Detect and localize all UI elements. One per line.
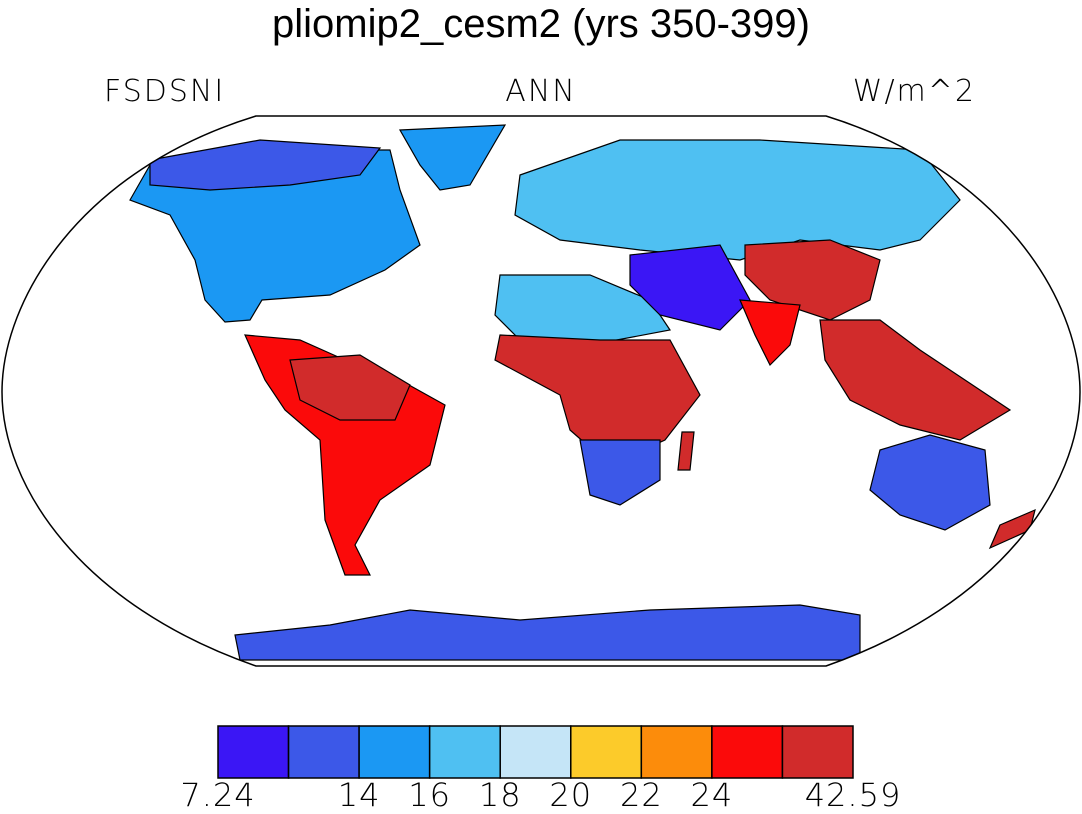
region-south-asia	[739, 299, 801, 367]
colorbar-box	[781, 725, 854, 779]
colorbar-box	[287, 725, 360, 779]
colorbar-tick-label: 14	[337, 776, 381, 814]
colorbar-tick-label: 42.59	[804, 776, 902, 814]
colorbar-tick-label: 24	[690, 776, 734, 814]
map-border	[1, 115, 1081, 667]
region-africa-south	[579, 439, 661, 506]
region-china	[744, 239, 881, 321]
colorbar-box	[358, 725, 431, 779]
colorbar-box	[640, 725, 713, 779]
variable-label: FSDSNI	[104, 74, 226, 109]
colorbar-tick-label: 16	[408, 776, 452, 814]
colorbar-tick-label: 18	[478, 776, 522, 814]
region-canada-arctic	[149, 139, 382, 191]
colorbar-tick-label: 20	[549, 776, 593, 814]
region-madagascar	[677, 431, 695, 471]
region-southeast-asia	[819, 319, 1012, 441]
colorbar-box	[217, 725, 290, 779]
colorbar-box	[499, 725, 572, 779]
region-north-america	[129, 149, 421, 323]
plot-title: pliomip2_cesm2 (yrs 350-399)	[271, 2, 810, 46]
region-greenland-coast	[398, 124, 507, 191]
region-australia	[869, 434, 991, 531]
colorbar-tick-label: 22	[619, 776, 663, 814]
region-antarctica	[234, 604, 861, 661]
region-eurasia	[514, 139, 961, 261]
colorbar-tick-label: 7.24	[180, 776, 256, 814]
region-africa-north	[494, 274, 672, 346]
colorbar-box	[428, 725, 501, 779]
units-label: W/m^2	[852, 74, 976, 109]
colorbar-box	[711, 725, 784, 779]
season-label: ANN	[505, 74, 577, 109]
region-amazon-core	[289, 354, 411, 421]
region-middle-east	[629, 244, 751, 331]
colorbar-box	[570, 725, 643, 779]
